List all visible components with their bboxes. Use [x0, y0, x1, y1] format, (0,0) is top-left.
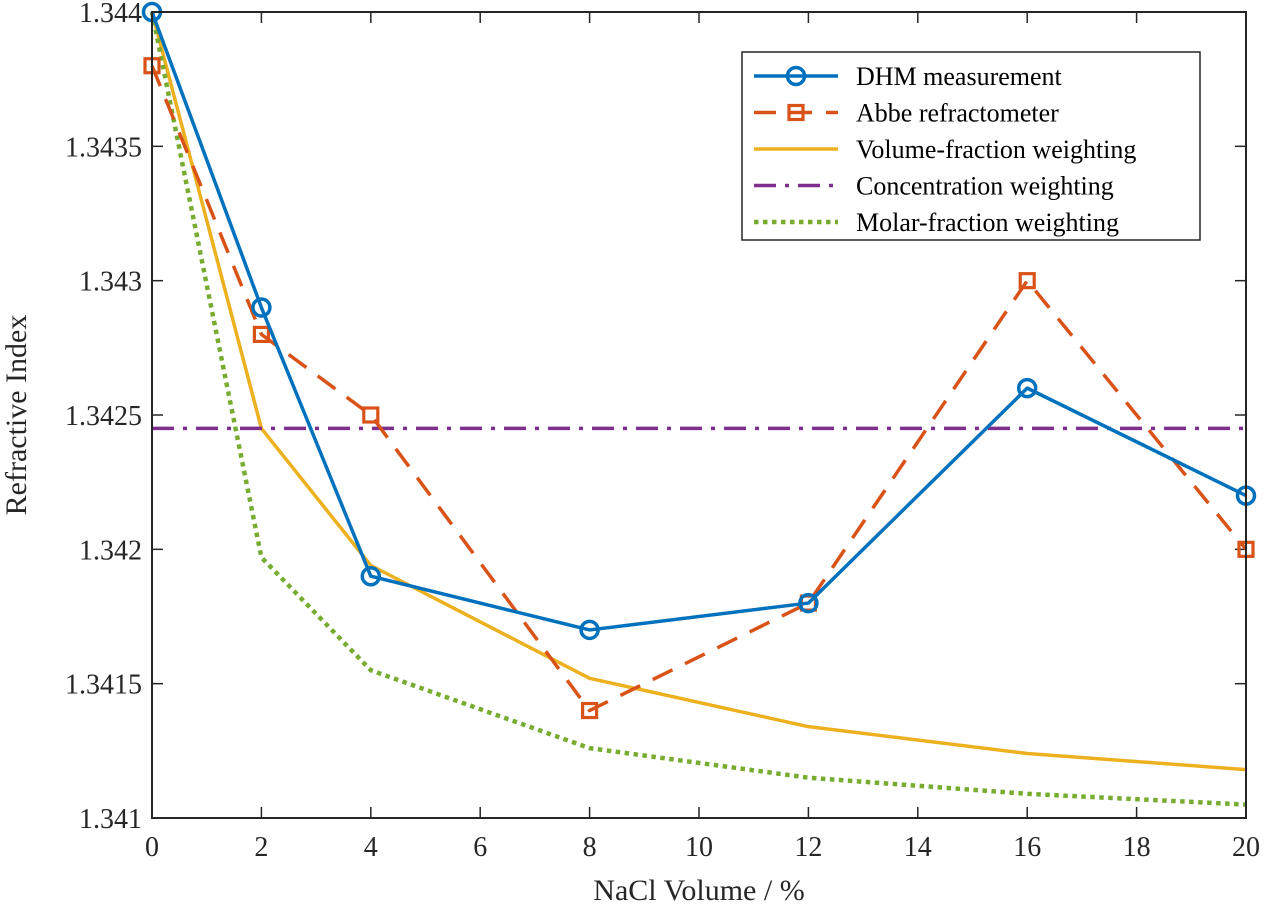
dhm-measurement-marker — [798, 592, 819, 614]
molar-fraction-weighting-line — [149, 11, 1247, 807]
x-tick-label: 14 — [904, 832, 932, 863]
legend-label: Molar-fraction weighting — [856, 208, 1119, 237]
molar-fraction-weighting-series — [149, 11, 1247, 807]
x-axis-title: NaCl Volume / % — [593, 874, 804, 907]
x-tick-label: 16 — [1013, 832, 1041, 863]
x-tick-label: 20 — [1232, 832, 1260, 863]
legend-label: DHM measurement — [856, 62, 1063, 91]
abbe-refractometer-marker — [580, 701, 599, 720]
legend-label: Volume-fraction weighting — [856, 135, 1136, 164]
y-tick-label: 1.343 — [79, 267, 142, 298]
legend-marker — [787, 103, 805, 122]
y-tick-label: 1.3415 — [65, 670, 142, 701]
y-tick-label: 1.3435 — [65, 132, 142, 163]
dhm-measurement-marker — [251, 297, 272, 318]
x-tick-label: 4 — [364, 832, 378, 863]
legend-entry-volume-fraction-weighting: Volume-fraction weighting — [754, 135, 1136, 164]
abbe-refractometer-marker — [252, 325, 270, 343]
x-tick-label: 0 — [145, 832, 159, 863]
plot-frame — [151, 11, 1247, 819]
y-axis-title: Refractive Index — [0, 315, 33, 516]
legend: DHM measurement Abbe refractometer Volume-… — [741, 51, 1201, 241]
legend-entry-dhm-measurement: DHM measurement — [754, 62, 1063, 91]
legend-entry-abbe-refractometer: Abbe refractometer — [754, 99, 1059, 128]
x-tick-label: 6 — [473, 832, 487, 863]
abbe-refractometer-marker — [1018, 272, 1036, 290]
legend-label: Concentration weighting — [856, 172, 1114, 201]
legend-entry-molar-fraction-weighting: Molar-fraction weighting — [754, 208, 1119, 237]
y-tick-label: 1.3425 — [65, 401, 142, 432]
x-tick-label: 2 — [254, 832, 268, 863]
series-layer — [141, 1, 1257, 807]
dhm-measurement-marker — [579, 619, 600, 641]
x-tick-label: 12 — [794, 832, 822, 863]
legend-marker — [785, 65, 807, 87]
legend-box — [741, 51, 1201, 241]
y-tick-label: 1.342 — [79, 535, 142, 566]
abbe-refractometer-line — [150, 65, 1248, 713]
abbe-refractometer-marker — [362, 406, 380, 424]
dhm-measurement-line — [150, 11, 1247, 632]
y-tick-label: 1.341 — [79, 804, 142, 835]
legend-label: Abbe refractometer — [856, 99, 1059, 128]
x-tick-label: 8 — [583, 832, 597, 863]
tick-labels: 0 2 4 6 8 10 12 14 16 18 20 1.341 1.3415 1.342 1.3425 1… — [65, 0, 1260, 863]
dhm-measurement-marker — [360, 565, 382, 587]
dhm-measurement-marker — [1016, 377, 1038, 399]
y-tick-label: 1.344 — [79, 0, 142, 29]
x-tick-label: 18 — [1123, 832, 1151, 863]
x-tick-label: 10 — [685, 832, 713, 863]
legend-entry-concentration-weighting: Concentration weighting — [754, 172, 1114, 201]
